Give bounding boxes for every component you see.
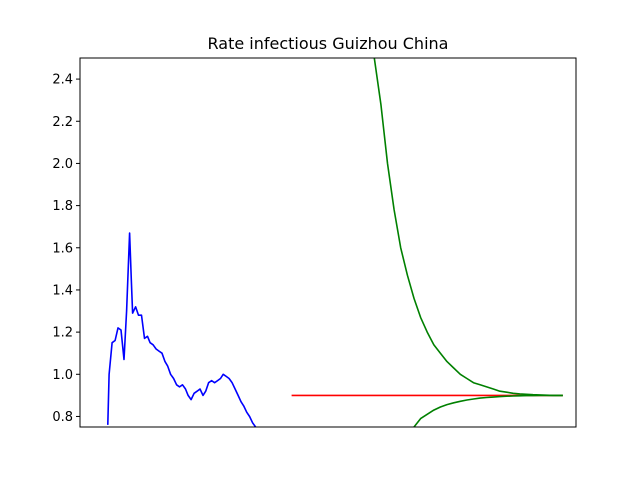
- y-axis: 0.8 1.0 1.2 1.4 1.6 1.8 2.0 2.2 2.4: [52, 73, 80, 425]
- plot-frame: [79, 57, 577, 428]
- y-tick-label: 2.4: [52, 73, 73, 88]
- y-tick-label: 1.2: [52, 326, 73, 341]
- series-line-1: [107, 232, 257, 427]
- series-line-4: [413, 394, 563, 427]
- y-tick-label: 1.8: [52, 199, 73, 214]
- y-tick-label: 0.8: [52, 410, 73, 425]
- y-tick-label: 1.4: [52, 283, 73, 298]
- y-tick-label: 2.0: [52, 157, 73, 172]
- y-tick-label: 2.2: [52, 115, 73, 130]
- y-tick-label: 1.6: [52, 241, 73, 256]
- chart-title: Rate infectious Guizhou China: [208, 34, 449, 53]
- series-line-3: [373, 58, 563, 397]
- y-tick-label: 1.0: [52, 368, 73, 383]
- series-layer: [107, 58, 563, 427]
